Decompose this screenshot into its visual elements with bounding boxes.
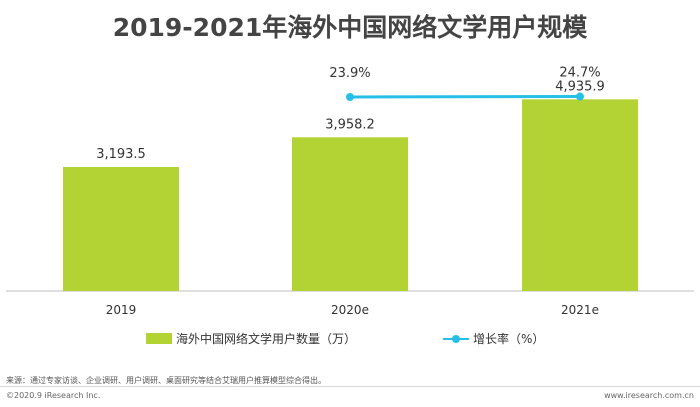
x-tick-2020e: 2020e [331, 303, 369, 317]
bar-2019 [63, 166, 179, 291]
copyright-text: ©2020.9 iResearch Inc. [6, 391, 101, 400]
x-tick-2021e: 2021e [561, 303, 599, 317]
growth-label-2021e: 24.7% [559, 66, 600, 81]
growth-label-2020e: 23.9% [329, 66, 370, 81]
footer-divider [0, 386, 700, 387]
bar-2020e [292, 137, 408, 291]
x-tick-2019: 2019 [106, 303, 137, 317]
bar-label-2021e: 4,935.9 [555, 79, 605, 94]
bar-label-2020e: 3,958.2 [325, 117, 375, 132]
legend-item-line: 增长率（%） [443, 328, 544, 348]
legend-item-bar: 海外中国网络文学用户数量（万） [146, 328, 356, 348]
website-text: www.iresearch.com.cn [604, 391, 694, 400]
legend-bar-swatch [146, 332, 172, 344]
chart-title: 2019-2021年海外中国网络文学用户规模 [112, 13, 588, 42]
bar-label-2019: 3,193.5 [96, 147, 146, 162]
legend-line-swatch [443, 333, 469, 344]
legend-line-label: 增长率（%） [473, 331, 545, 346]
source-note: 来源：通过专家访谈、企业调研、用户调研、桌面研究等结合艾瑞用户推算模型综合得出。 [6, 376, 326, 385]
growth-point-2020e [346, 93, 354, 101]
bar-2021e [522, 99, 638, 292]
legend-bar-label: 海外中国网络文学用户数量（万） [176, 331, 357, 346]
growth-point-2021e [576, 92, 584, 101]
